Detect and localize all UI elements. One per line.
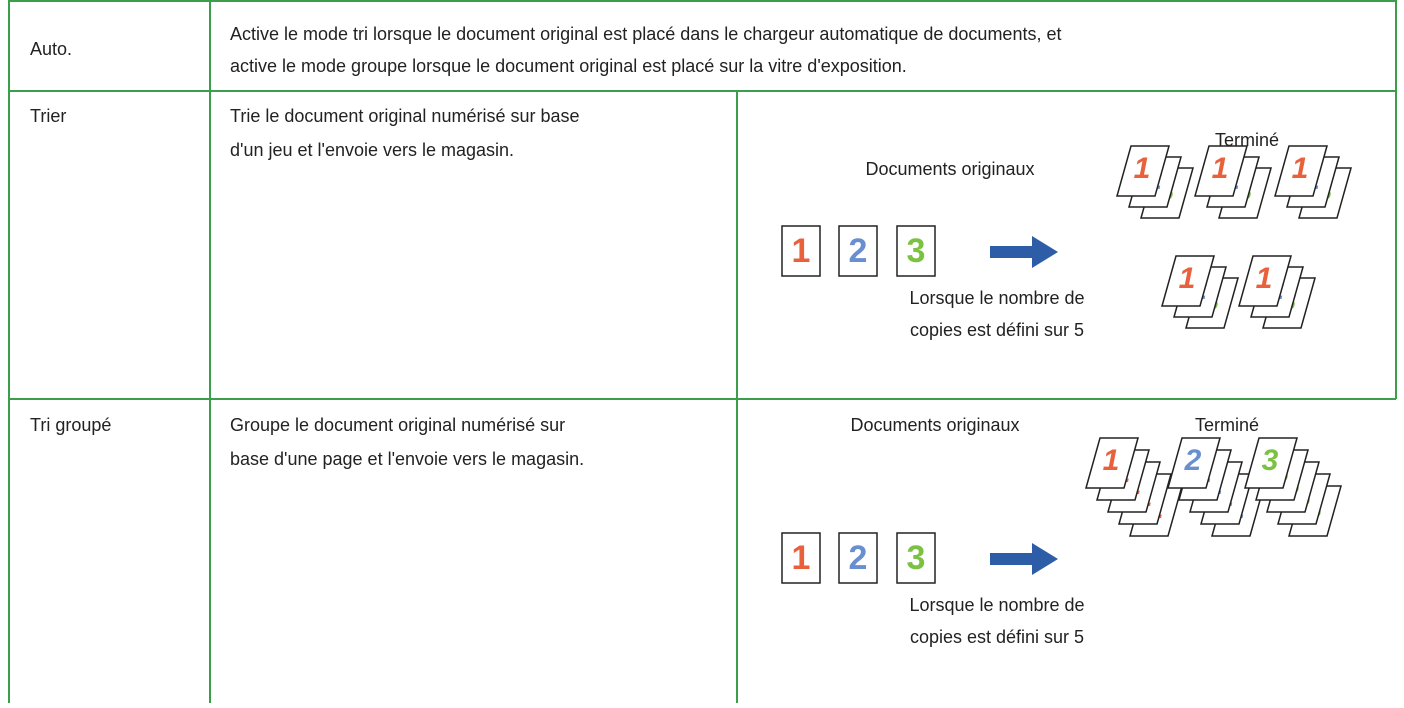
row-text: base d'une page et l'envoie vers le maga…	[230, 449, 584, 469]
row-label: Trier	[30, 106, 66, 126]
copy-page	[1085, 437, 1139, 489]
originals-label: Documents originaux	[865, 159, 1034, 179]
page-number: 1	[792, 539, 811, 577]
page-number: 2	[849, 232, 868, 270]
finished-label: Terminé	[1215, 130, 1279, 150]
page-number: 1	[1256, 262, 1273, 295]
note: Lorsque le nombre de	[909, 595, 1084, 615]
page-number: 3	[907, 232, 926, 270]
row-text: active le mode groupe lorsque le documen…	[230, 56, 907, 76]
row-text: d'un jeu et l'envoie vers le magasin.	[230, 140, 514, 160]
note: copies est défini sur 5	[910, 320, 1084, 340]
page-number: 1	[1292, 152, 1309, 185]
original-page	[838, 532, 878, 584]
note: copies est défini sur 5	[910, 627, 1084, 647]
page-number: 1	[1212, 152, 1229, 185]
original-page	[896, 225, 936, 277]
copy-page	[1244, 437, 1298, 489]
page-number: 3	[907, 539, 926, 577]
row-text: Active le mode tri lorsque le document o…	[230, 24, 1061, 44]
original-page	[781, 225, 821, 277]
copy-page	[1194, 145, 1248, 197]
page-number: 2	[849, 539, 868, 577]
row-text: Groupe le document original numérisé sur	[230, 415, 565, 435]
row-label: Tri groupé	[30, 415, 111, 435]
row-label: Auto.	[30, 39, 72, 59]
page-number: 2	[1184, 444, 1202, 477]
copy-page	[1167, 437, 1221, 489]
copy-page	[1238, 255, 1292, 307]
arrow	[990, 236, 1058, 268]
page-number: 1	[792, 232, 811, 270]
row-text: Trie le document original numérisé sur b…	[230, 106, 580, 126]
page-number: 1	[1103, 444, 1120, 477]
note: Lorsque le nombre de	[909, 288, 1084, 308]
originals-label: Documents originaux	[850, 415, 1019, 435]
arrow	[990, 543, 1058, 575]
copy-page	[1116, 145, 1170, 197]
copy-page	[1274, 145, 1328, 197]
page-number: 1	[1134, 152, 1151, 185]
original-page	[838, 225, 878, 277]
original-page	[781, 532, 821, 584]
copy-page	[1161, 255, 1215, 307]
page-number: 1	[1179, 262, 1196, 295]
original-page	[896, 532, 936, 584]
finished-label: Terminé	[1195, 415, 1259, 435]
page-number: 3	[1262, 444, 1279, 477]
